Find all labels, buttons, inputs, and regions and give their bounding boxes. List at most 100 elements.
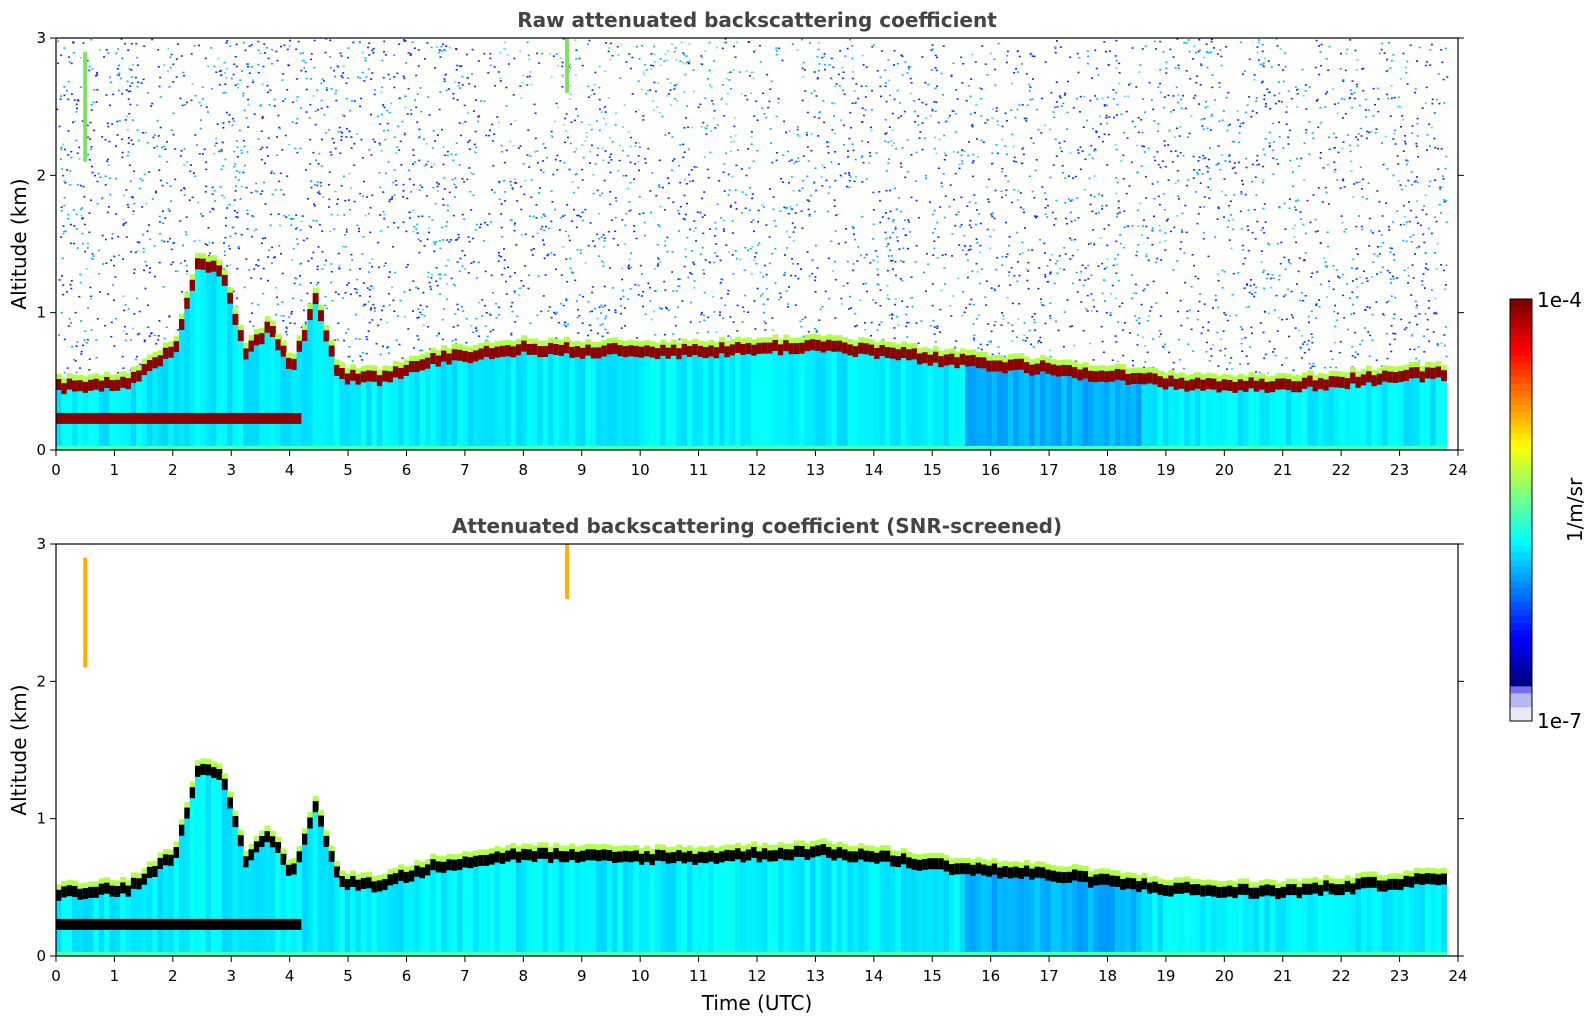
plume [83,557,88,668]
x-tick-label: 16 [981,967,1000,985]
heatmap-area [56,544,1447,956]
colorbar-swatch [1510,538,1532,546]
colorbar-swatch [1510,355,1532,363]
colorbar-swatch [1510,552,1532,560]
x-tick-label: 10 [631,967,650,985]
x-tick-label: 9 [577,461,587,479]
x-tick-label: 18 [1098,461,1117,479]
colorbar-swatch [1510,601,1532,609]
colorbar-swatch [1510,299,1532,307]
x-tick-label: 15 [923,967,942,985]
x-tick-label: 19 [1156,461,1175,479]
low-aerosol-layer [56,918,302,930]
colorbar-swatch [1510,580,1532,588]
x-tick-label: 19 [1156,967,1175,985]
x-tick-label: 22 [1332,967,1351,985]
colorbar-swatch [1510,608,1532,616]
colorbar-swatch [1510,404,1532,413]
colorbar-swatch [1510,397,1532,405]
x-tick-label: 12 [747,461,766,479]
colorbar-swatch [1510,306,1532,314]
colorbar-swatch [1510,341,1532,349]
x-axis-label: Time (UTC) [701,991,813,1015]
y-tick-label: 3 [36,29,46,47]
colorbar-swatch [1510,629,1532,638]
x-tick-label: 9 [577,967,587,985]
x-tick-label: 14 [864,461,883,479]
x-tick-label: 7 [460,461,470,479]
colorbar-swatch [1510,460,1532,469]
colorbar-swatch [1510,369,1532,377]
colorbar-frame [1509,298,1533,722]
x-tick-label: 8 [519,967,529,985]
colorbar-swatch [1510,320,1532,328]
x-tick-label: 11 [689,967,708,985]
colorbar-gradient [1510,299,1532,722]
colorbar-swatch [1510,664,1532,673]
raw-backscatter-panel: Raw attenuated backscattering coefficien… [7,8,1468,479]
x-tick-label: 2 [168,461,178,479]
colorbar-unit-label: 1/m/sr [1563,477,1587,542]
colorbar-swatch [1510,510,1532,518]
x-tick-label: 24 [1448,461,1467,479]
colorbar-swatch [1510,692,1532,701]
heatmap-area [56,38,1449,450]
colorbar-swatch [1510,425,1532,434]
colorbar-swatch [1510,531,1532,539]
plume [83,51,88,162]
x-tick-label: 13 [806,967,825,985]
plume [565,38,570,93]
x-tick-label: 14 [864,967,883,985]
colorbar-swatch [1510,643,1532,652]
x-tick-label: 13 [806,461,825,479]
x-tick-label: 5 [343,967,353,985]
x-tick-label: 20 [1215,461,1234,479]
x-tick-label: 6 [402,967,412,985]
x-axis: 0 1 2 3 4 5 6 7 8 9 10 11 12 13 14 15 16 17 18 19 20 21 22 23 24 [51,956,1468,985]
x-tick-label: 5 [343,461,353,479]
x-tick-label: 24 [1448,967,1467,985]
x-tick-label: 23 [1390,461,1409,479]
colorbar-swatch [1510,706,1532,715]
colorbar-swatch [1510,418,1532,427]
colorbar-swatch [1510,524,1532,532]
y-tick-label: 1 [36,810,46,828]
y-tick-label: 0 [36,441,46,459]
chart-title: Raw attenuated backscattering coefficien… [517,8,997,32]
colorbar-min-label: 1e-7 [1537,709,1582,733]
x-tick-label: 17 [1040,461,1059,479]
x-tick-label: 4 [285,967,295,985]
colorbar-swatch [1510,671,1532,680]
x-tick-label: 6 [402,461,412,479]
y-tick-label: 2 [36,166,46,184]
x-tick-label: 23 [1390,967,1409,985]
y-tick-label: 3 [36,535,46,553]
colorbar-swatch [1510,685,1532,694]
colorbar-swatch [1510,713,1532,722]
colorbar-swatch [1510,495,1532,504]
colorbar-swatch [1510,411,1532,420]
colorbar-swatch [1510,657,1532,666]
colorbar-swatch [1510,481,1532,490]
x-tick-label: 21 [1273,967,1292,985]
x-tick-label: 1 [110,967,120,985]
x-axis: 0 1 2 3 4 5 6 7 8 9 10 11 12 13 14 15 16 17 18 19 20 21 22 23 24 [51,450,1468,479]
x-tick-label: 22 [1332,461,1351,479]
x-tick-label: 21 [1273,461,1292,479]
y-tick-label: 2 [36,672,46,690]
x-tick-label: 4 [285,461,295,479]
colorbar-swatch [1510,699,1532,708]
colorbar-swatch [1510,488,1532,497]
colorbar-swatch [1510,334,1532,342]
colorbar-swatch [1510,615,1532,624]
colorbar-swatch [1510,678,1532,687]
x-tick-label: 3 [226,461,236,479]
colorbar-swatch [1510,390,1532,398]
y-tick-label: 0 [36,947,46,965]
x-tick-label: 16 [981,461,1000,479]
colorbar-swatch [1510,439,1532,448]
colorbar-swatch [1510,327,1532,335]
x-tick-label: 15 [923,461,942,479]
x-tick-label: 8 [519,461,529,479]
